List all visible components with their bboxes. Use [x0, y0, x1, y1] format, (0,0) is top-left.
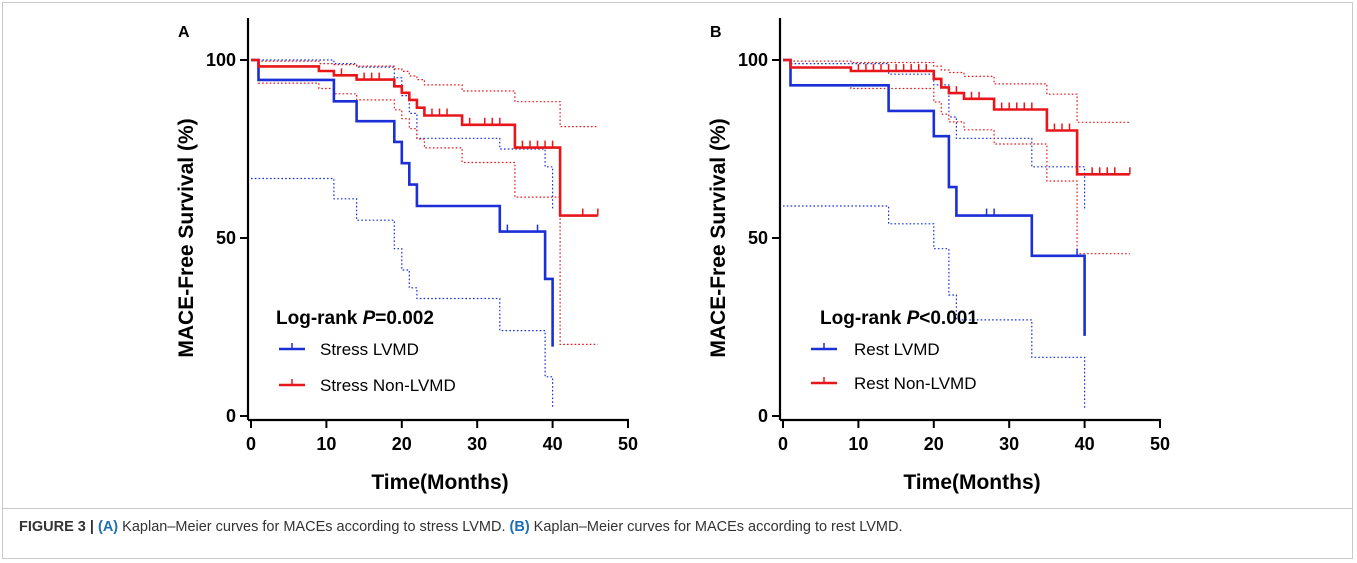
x-tick-label: 30	[467, 434, 487, 454]
legend-label-stress-lvmd: Stress LVMD	[320, 340, 419, 359]
logrank-prefix: Log-rank	[820, 308, 907, 329]
legend-label-rest-non-lvmd: Rest Non-LVMD	[854, 374, 977, 393]
logrank-annotation: Log-rank P<0.001	[820, 308, 978, 329]
x-tick-label: 0	[246, 434, 256, 454]
survival-curve-stress-non-lvmd	[251, 58, 598, 217]
panel-b: B MACE-Free Survival (%) Time(Months) 0 5…	[707, 18, 1170, 494]
logrank-annotation: Log-rank P=0.002	[276, 308, 434, 329]
y-tick-label: 50	[216, 228, 236, 248]
y-tick-label: 0	[758, 406, 768, 426]
ci-lower-stress-non-lvmd	[251, 59, 598, 345]
x-tick-label: 20	[924, 434, 944, 454]
logrank-value: =0.002	[375, 308, 434, 329]
ci-lower-stress-lvmd	[251, 177, 554, 409]
figure-caption: FIGURE 3 | (A) Kaplan–Meier curves for M…	[19, 519, 903, 535]
x-tick-label: 30	[999, 434, 1019, 454]
caption-a-label: (A)	[98, 519, 119, 535]
ci-upper-rest-non-lvmd	[783, 59, 1130, 123]
plot-area: 0 50 100 0 10 20 30 40 50	[206, 18, 638, 454]
x-tick-label: 40	[543, 434, 563, 454]
ci-lower-rest-lvmd	[783, 205, 1086, 409]
x-tick-label: 0	[778, 434, 788, 454]
logrank-value: <0.001	[919, 308, 978, 329]
x-tick-label: 40	[1075, 434, 1095, 454]
caption-prefix: FIGURE 3 |	[19, 519, 98, 535]
survival-curve-stress-lvmd	[251, 58, 554, 347]
legend-label-rest-lvmd: Rest LVMD	[854, 340, 940, 359]
x-tick-label: 10	[316, 434, 336, 454]
x-tick-label: 10	[848, 434, 868, 454]
legend: Rest LVMD Rest Non-LVMD	[811, 340, 977, 393]
figure-canvas: A MACE-Free Survival (%) Time(Months) 0 5…	[175, 18, 1170, 494]
y-tick-label: 100	[206, 50, 236, 70]
legend-label-stress-non-lvmd: Stress Non-LVMD	[320, 376, 456, 395]
panel-letter: B	[710, 24, 722, 41]
y-axis-title: MACE-Free Survival (%)	[175, 118, 198, 357]
logrank-p: P	[363, 308, 376, 329]
caption-b-text: Kaplan–Meier curves for MACEs according …	[529, 519, 903, 535]
plot-area: 0 50 100 0 10 20 30 40 50	[738, 18, 1170, 454]
y-axis-title: MACE-Free Survival (%)	[707, 118, 730, 357]
logrank-prefix: Log-rank	[276, 308, 363, 329]
y-tick-label: 100	[738, 50, 768, 70]
y-tick-label: 50	[748, 228, 768, 248]
caption-a-text: Kaplan–Meier curves for MACEs according …	[118, 519, 510, 535]
survival-curve-rest-lvmd	[783, 58, 1086, 336]
panel-a: A MACE-Free Survival (%) Time(Months) 0 5…	[175, 18, 638, 494]
y-tick-label: 0	[226, 406, 236, 426]
panel-letter: A	[178, 24, 190, 41]
caption-b-label: (B)	[509, 519, 530, 535]
x-tick-label: 50	[1150, 434, 1170, 454]
x-axis-title: Time(Months)	[371, 471, 508, 494]
caption-divider	[2, 508, 1353, 509]
logrank-p: P	[907, 308, 920, 329]
ci-upper-stress-non-lvmd	[251, 59, 598, 128]
ci-upper-rest-lvmd	[783, 59, 1086, 210]
survival-curve-rest-non-lvmd	[783, 58, 1130, 176]
x-tick-label: 20	[392, 434, 412, 454]
legend: Stress LVMD Stress Non-LVMD	[279, 340, 456, 395]
ci-upper-stress-lvmd	[251, 59, 554, 210]
x-axis-title: Time(Months)	[903, 471, 1040, 494]
x-tick-label: 50	[618, 434, 638, 454]
